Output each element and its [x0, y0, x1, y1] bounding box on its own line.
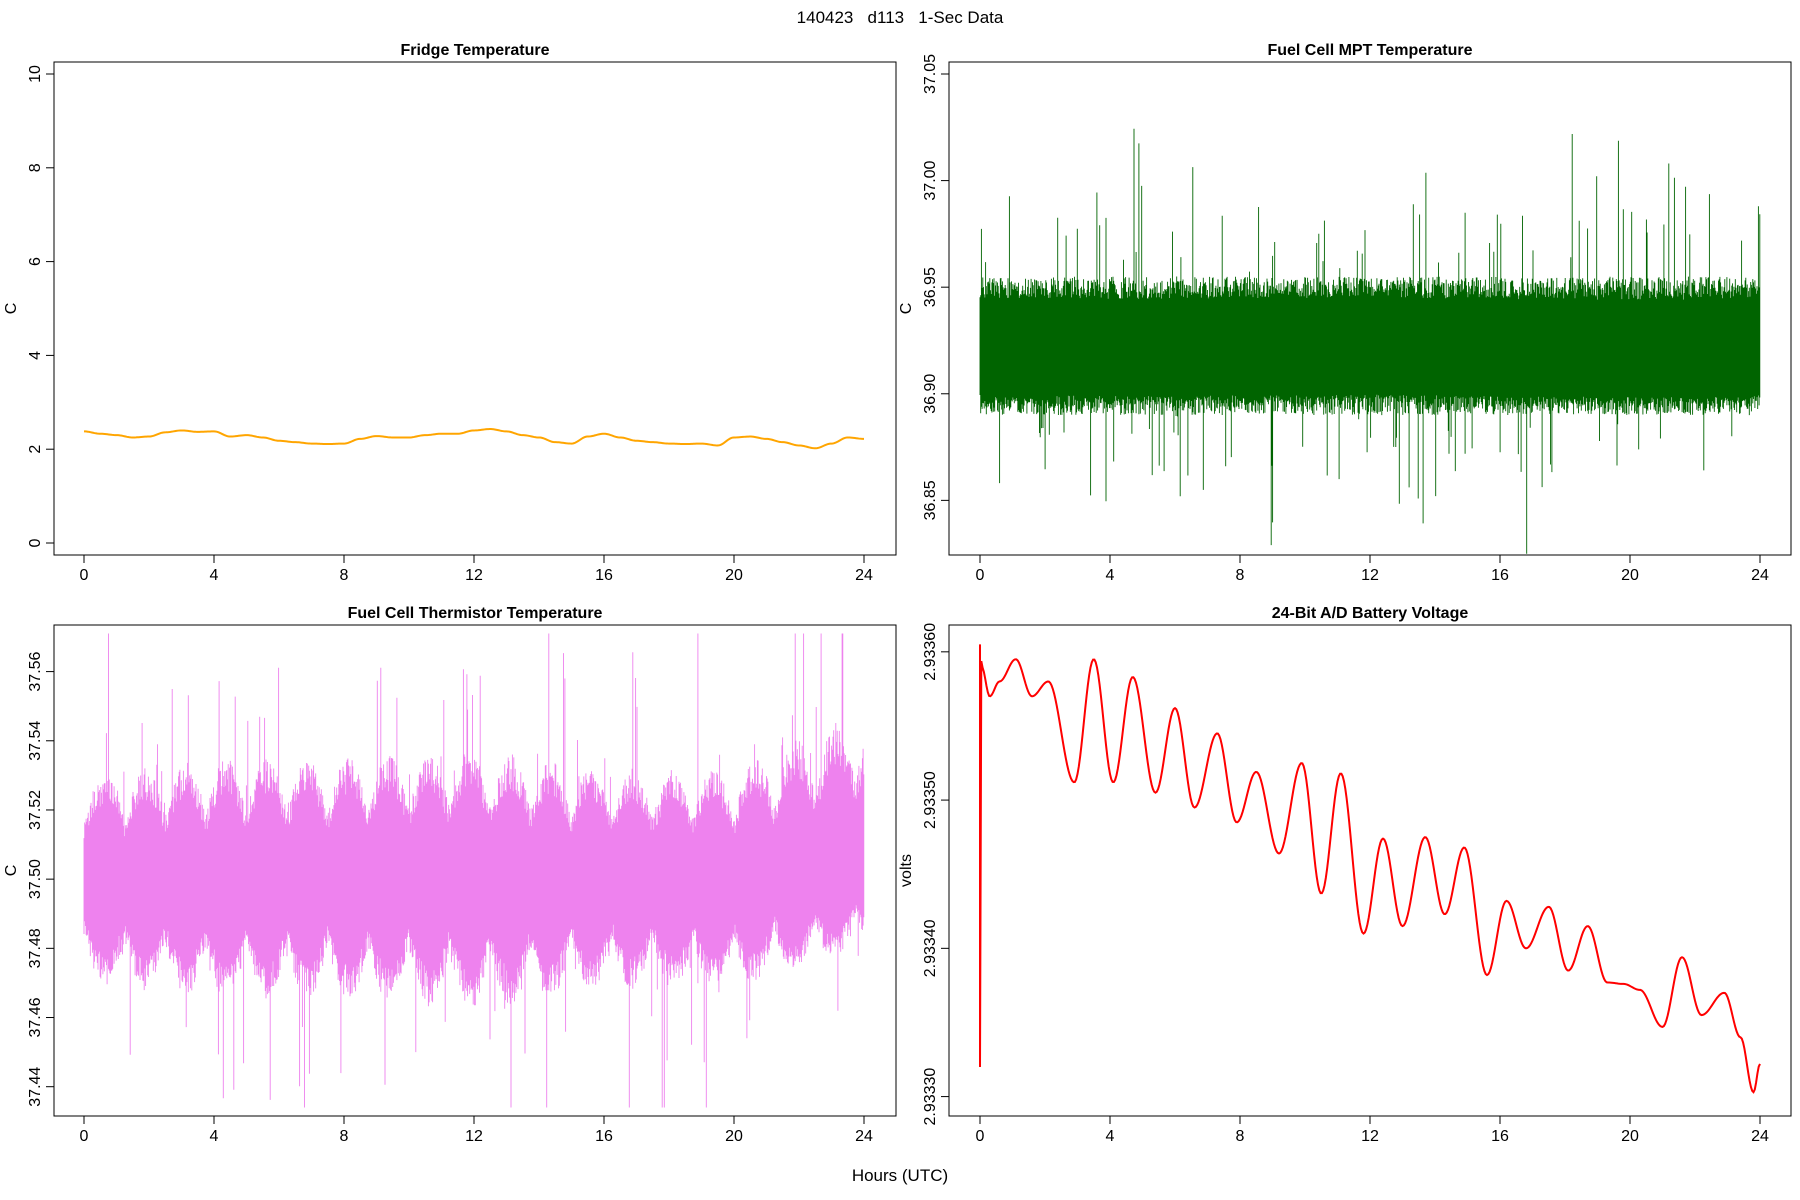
y-axis-label: C: [3, 303, 20, 315]
x-tick-label: 12: [1361, 567, 1379, 584]
panel-fuel-cell-mpt-temperature: Fuel Cell MPT Temperature C 0 4 8 12 16 20 24 36.…: [898, 42, 1792, 584]
y-tick-label: 2.93350: [922, 771, 939, 829]
x-tick-label: 24: [1751, 1128, 1769, 1145]
x-tick-label: 24: [1751, 567, 1769, 584]
x-tick-label: 0: [80, 1128, 89, 1145]
panel-title: Fridge Temperature: [400, 42, 549, 59]
series-line: [83, 428, 865, 450]
x-tick-label: 4: [1106, 1128, 1115, 1145]
y-axis-label: C: [898, 303, 915, 315]
y-tick-label: 37.44: [27, 1067, 44, 1107]
panel-title: 24-Bit A/D Battery Voltage: [1272, 605, 1469, 622]
panel-title: Fuel Cell MPT Temperature: [1267, 42, 1472, 59]
x-tick-label: 8: [1236, 567, 1245, 584]
x-tick-label: 4: [210, 1128, 219, 1145]
y-tick-label: 37.54: [27, 721, 44, 761]
x-tick-label: 12: [1361, 1128, 1379, 1145]
y-tick-label: 0: [27, 538, 44, 547]
x-tick-label: 20: [1621, 567, 1639, 584]
panel-battery-voltage: 24-Bit A/D Battery Voltage volts 0 4 8 12 16 20…: [898, 605, 1792, 1145]
x-tick-label: 4: [1106, 567, 1115, 584]
x-tick-label: 12: [465, 567, 483, 584]
y-tick-label: 36.95: [922, 267, 939, 307]
y-tick-label: 36.85: [922, 480, 939, 520]
x-tick-label: 0: [80, 567, 89, 584]
x-axis-label: Hours (UTC): [851, 1166, 949, 1185]
plot-frame: [53, 61, 897, 556]
y-tick-label: 10: [27, 65, 44, 83]
y-tick-label: 37.52: [27, 790, 44, 830]
y-tick-label: 37.50: [27, 859, 44, 899]
y-tick-label: 4: [27, 351, 44, 360]
y-tick-label: 37.00: [922, 160, 939, 200]
x-tick-label: 24: [855, 1128, 873, 1145]
x-tick-label: 16: [1491, 567, 1509, 584]
y-tick-label: 6: [27, 257, 44, 266]
panel-fuel-cell-thermistor-temperature: Fuel Cell Thermistor Temperature C 0 4 8 12 16…: [3, 605, 897, 1145]
y-tick-label: 8: [27, 163, 44, 172]
plot-frame: [948, 624, 1792, 1117]
y-tick-label: 37.48: [27, 928, 44, 968]
series-noise: [979, 128, 1761, 554]
y-tick-label: 2.93360: [922, 623, 939, 681]
x-tick-label: 0: [976, 1128, 985, 1145]
y-axis-label: C: [3, 865, 20, 877]
y-tick-label: 37.05: [922, 54, 939, 94]
x-tick-label: 8: [340, 1128, 349, 1145]
y-axis-label: volts: [898, 854, 915, 887]
x-tick-label: 16: [595, 1128, 613, 1145]
page-title: 140423 d113 1-Sec Data: [796, 8, 1004, 27]
y-tick-label: 2.93330: [922, 1068, 939, 1126]
x-tick-label: 0: [976, 567, 985, 584]
x-tick-label: 20: [725, 1128, 743, 1145]
x-tick-label: 8: [1236, 1128, 1245, 1145]
y-tick-label: 36.90: [922, 374, 939, 414]
x-tick-label: 8: [340, 567, 349, 584]
x-tick-label: 20: [1621, 1128, 1639, 1145]
x-tick-label: 4: [210, 567, 219, 584]
y-tick-label: 37.56: [27, 651, 44, 691]
y-tick-label: 2.93340: [922, 919, 939, 977]
x-tick-label: 20: [725, 567, 743, 584]
series-line: [979, 644, 1761, 1094]
series-noise: [83, 633, 865, 1108]
x-tick-label: 16: [595, 567, 613, 584]
y-tick-label: 2: [27, 445, 44, 454]
y-tick-label: 37.46: [27, 997, 44, 1037]
panel-title: Fuel Cell Thermistor Temperature: [348, 605, 603, 622]
x-tick-label: 16: [1491, 1128, 1509, 1145]
x-tick-label: 12: [465, 1128, 483, 1145]
x-tick-label: 24: [855, 567, 873, 584]
